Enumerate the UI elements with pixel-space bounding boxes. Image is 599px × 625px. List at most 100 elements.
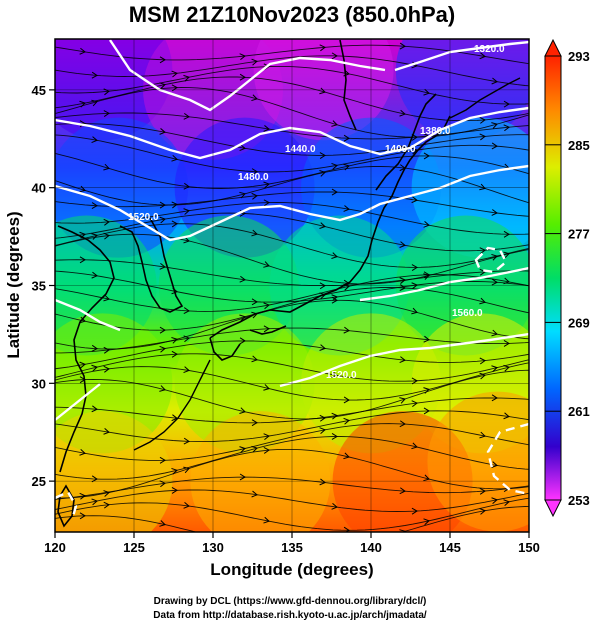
streamline-arrow [159,456,166,464]
streamline-arrow [503,100,510,108]
temperature-sample [55,411,173,532]
plot-area: 1320.0 1380.0 1400.0 1440.0 1480.0 1520.… [55,39,529,551]
colorbar-tick-label: 277 [568,227,590,242]
streamline-arrow [263,181,270,189]
y-tick-label: 45 [32,83,46,98]
x-tick-label: 140 [360,540,382,555]
streamline-arrow [263,516,270,524]
streamline-arrow [239,446,246,453]
streamline-arrow [159,520,166,527]
streamline-arrow [491,497,498,505]
streamline-arrow [103,163,110,171]
streamline-arrow [159,326,166,334]
streamline-arrow [263,261,270,268]
streamline-arrow [319,222,326,229]
streamline [55,202,529,235]
streamline-arrow [399,109,406,117]
streamline [55,497,529,531]
y-axis-ticks: 25 30 35 40 45 [32,83,55,489]
streamline-arrow [423,518,430,526]
streamline-arrow [399,277,406,284]
streamline-arrow [171,220,178,228]
streamline-arrow [319,152,326,160]
streamline-arrow [159,385,166,392]
contour-line [55,106,529,160]
streamline [55,134,529,173]
streamline-arrow [320,545,325,551]
streamline-arrow [263,384,270,391]
coastline-kuril [449,77,521,119]
streamline [55,505,529,532]
colorbar-tick-label: 293 [568,49,590,64]
streamline [55,369,529,420]
streamline-arrow [411,307,418,315]
streamline-arrow [251,94,258,102]
streamline-arrow [331,252,338,259]
streamline-arrow [491,77,498,85]
streamline [55,166,529,206]
streamline-arrow [239,53,246,61]
contour-line [55,164,529,242]
wind-streamlines [55,42,529,551]
streamline-arrow [479,247,486,255]
streamline-arrow [183,501,190,509]
streamline-arrow [79,47,86,55]
streamline-arrow [423,271,430,279]
streamline-arrow [159,480,166,488]
streamline-arrow [343,134,350,142]
streamline [55,353,529,382]
streamline-arrow [183,307,190,314]
streamline-arrow [491,209,498,216]
streamline-arrow [399,42,406,50]
streamline-arrow [251,355,258,363]
streamline-arrow [239,191,246,199]
streamline-arrow [479,297,486,305]
streamline-arrow [79,256,86,264]
streamline [55,212,529,252]
streamline-arrow [423,273,430,280]
streamline-arrow [251,298,258,306]
streamline-arrow [263,446,270,454]
streamline-arrow [319,44,326,52]
streamline-arrow [91,344,98,352]
contour-labels: 1320.0 1380.0 1400.0 1440.0 1480.0 1520.… [128,44,505,381]
streamline [55,397,529,424]
streamline-arrow [103,232,110,240]
streamline-arrow [503,499,510,507]
streamline-arrow [103,346,110,354]
streamline-arrow [399,241,406,248]
streamline-arrow [183,112,190,120]
streamline-arrow [239,473,246,481]
streamline-arrow [479,487,486,495]
contour-label: 1480.0 [238,172,269,183]
credit-data: Data from http://database.rish.kyoto-u.a… [153,610,427,621]
colorbar-min-arrow [544,499,562,518]
streamline-arrow [159,82,166,90]
streamline-arrow [91,498,98,506]
streamline-arrow [91,202,98,209]
streamline-arrow [411,264,418,272]
streamline-arrow [263,125,270,132]
streamline-arrow [423,474,430,482]
coastlines [57,39,521,528]
streamline-arrow [251,192,258,200]
streamline-arrow [491,142,498,150]
streamline [55,410,529,443]
streamline-arrow [331,188,338,196]
streamline-arrow [91,364,98,372]
streamline-arrow [399,397,406,404]
streamline-arrow [239,337,246,345]
streamline-arrow [331,120,338,127]
x-tick-label: 145 [439,540,461,555]
streamline-arrow [491,461,498,468]
streamline-arrow [183,366,190,374]
colorbar-max-arrow [544,38,562,57]
streamline-arrow [343,205,350,212]
credit-drawing: Drawing by DCL (https://www.gfd-dennou.o… [154,596,427,607]
temperature-sample [190,411,331,532]
y-tick-label: 25 [32,474,46,489]
streamline [55,423,529,461]
streamline-arrow [491,394,498,402]
streamline-arrow [503,251,510,259]
